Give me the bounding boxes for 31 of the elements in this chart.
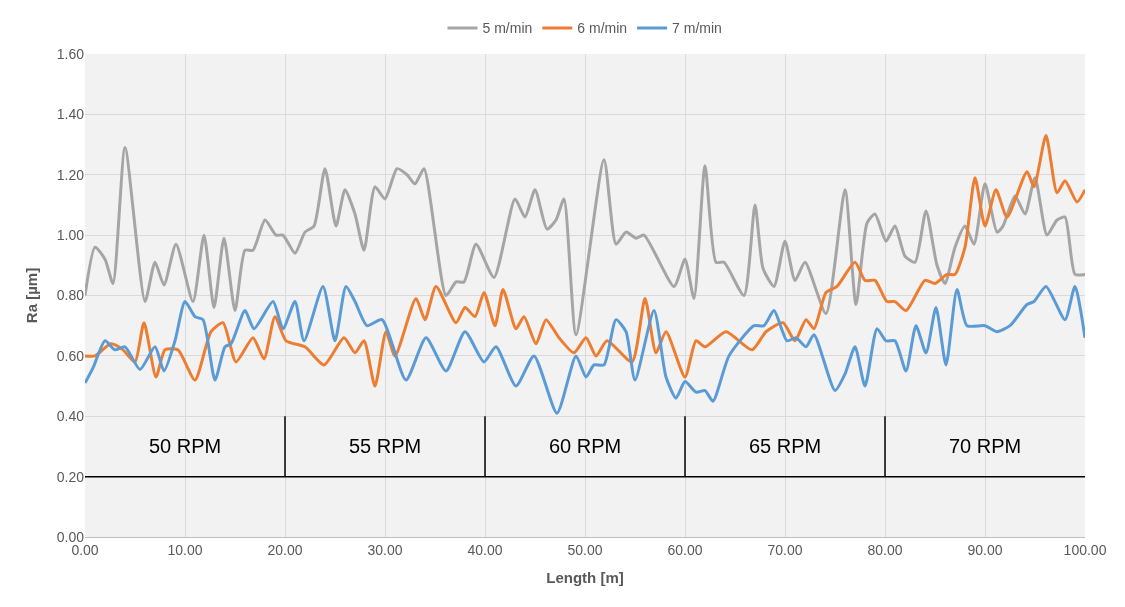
- y-tick-label: 1.00: [56, 227, 85, 244]
- line-series: [85, 146, 1085, 337]
- annotation: 65 RPM: [749, 435, 822, 457]
- annotation: 50 RPM: [149, 435, 222, 457]
- y-tick-label: 0.40: [56, 408, 85, 425]
- x-axis-title: Length [m]: [546, 568, 624, 586]
- line-series: [85, 284, 1085, 415]
- annotation: 55 RPM: [349, 435, 422, 457]
- x-tick-label: 80.00: [867, 541, 903, 558]
- y-tick-label: 0.60: [56, 347, 85, 364]
- x-tick-label: 20.00: [267, 541, 303, 558]
- y-tick-label: 1.60: [56, 45, 85, 62]
- legend-label: 7 m/min: [672, 20, 722, 37]
- y-tick-label: 1.20: [56, 166, 85, 183]
- x-tick-label: 60.00: [667, 541, 703, 558]
- annotation: 70 RPM: [949, 435, 1022, 457]
- x-tick-label: 50.00: [567, 541, 603, 558]
- y-tick-label: 0.80: [56, 287, 85, 304]
- y-tick-label: 1.40: [56, 106, 85, 123]
- x-tick-label: 100.00: [1063, 541, 1107, 558]
- line-series: [85, 134, 1085, 388]
- legend-label: 6 m/min: [577, 20, 628, 37]
- legend-label: 5 m/min: [482, 20, 533, 37]
- y-tick-label: 0.20: [56, 468, 85, 485]
- x-tick-label: 90.00: [967, 541, 1003, 558]
- x-tick-label: 10.00: [167, 541, 203, 558]
- x-tick-label: 30.00: [367, 541, 403, 558]
- x-tick-label: 40.00: [467, 541, 503, 558]
- x-tick-label: 70.00: [767, 541, 803, 558]
- y-axis-title: Ra [µm]: [23, 267, 40, 324]
- annotation: 60 RPM: [549, 435, 622, 457]
